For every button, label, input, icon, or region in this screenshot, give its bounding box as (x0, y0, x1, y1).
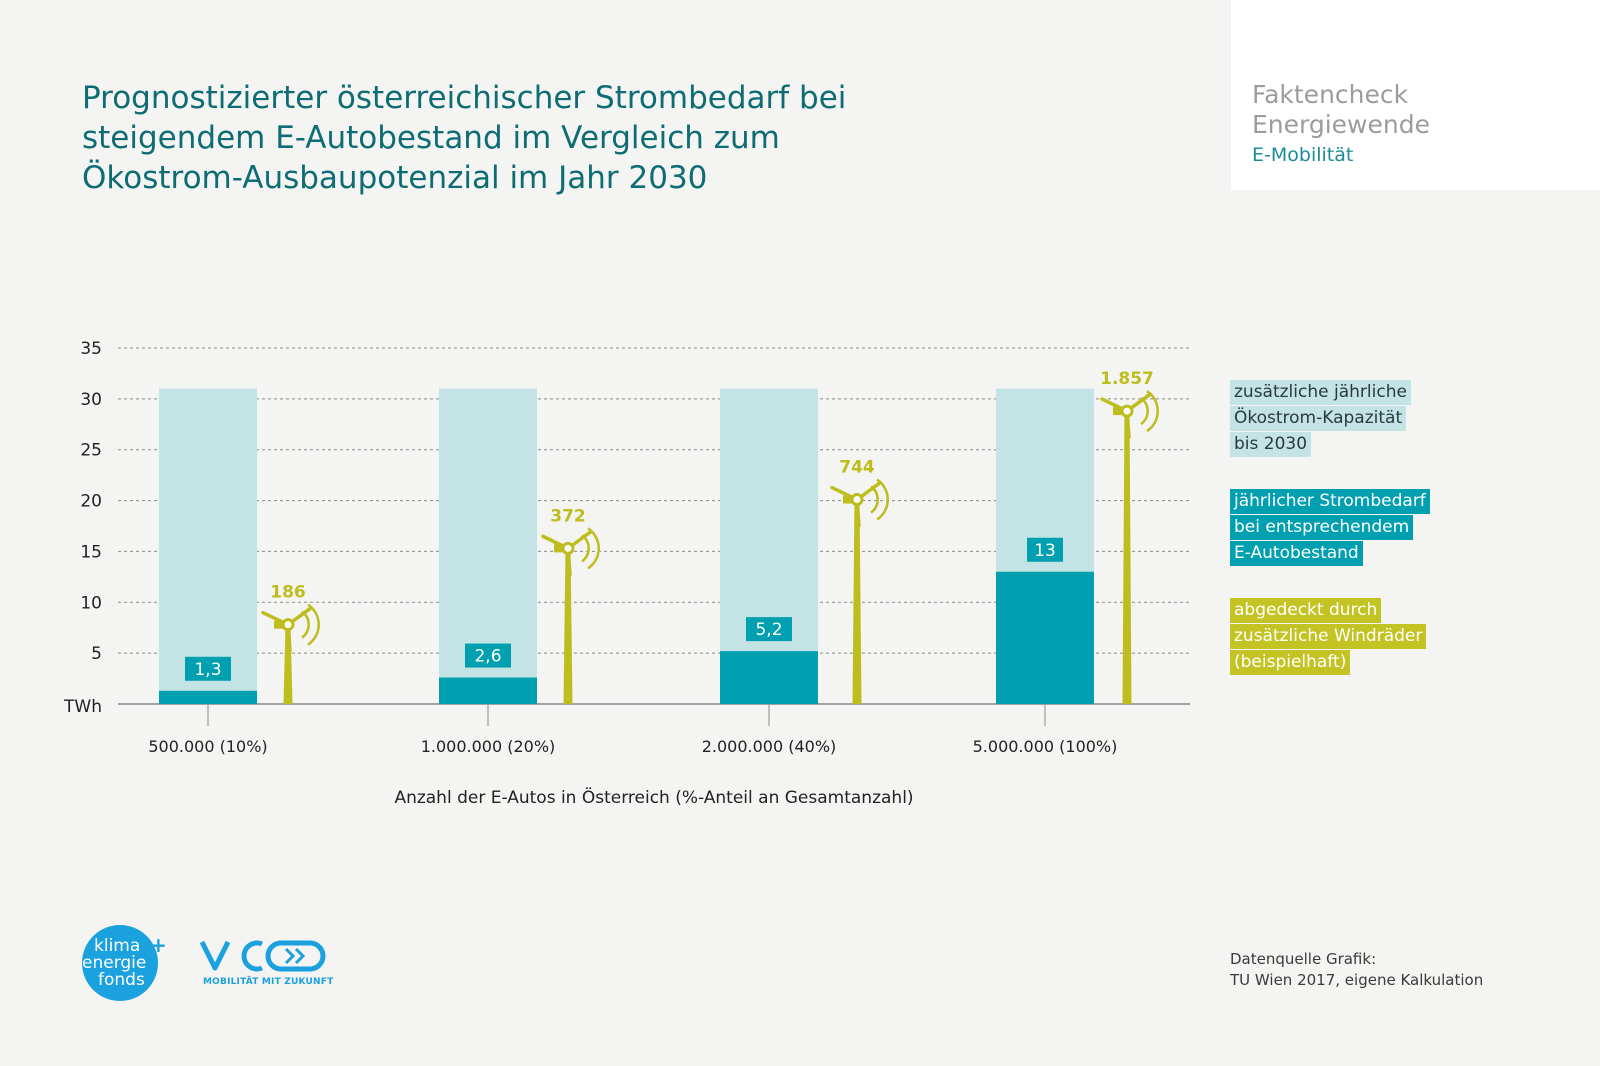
turbine-hub-4 (1120, 404, 1134, 418)
turbine-tower-2 (563, 548, 573, 704)
turbine-hub-1 (281, 618, 295, 632)
wind-count-label-3: 744 (839, 458, 875, 478)
title-line-1: Prognostizierter österreichischer Stromb… (82, 80, 847, 116)
wind-count-label-1: 186 (270, 583, 306, 603)
legend-demand-line-1: jährlicher Strombedarf (1230, 489, 1430, 514)
vcoe-logo (200, 940, 326, 972)
legend-demand: jährlicher Strombedarf bei entsprechende… (1230, 489, 1430, 567)
x-tick-label-1: 500.000 (10%) (148, 737, 267, 756)
y-tick-label-30: 30 (80, 390, 102, 410)
chart-title: Prognostizierter österreichischer Stromb… (82, 78, 902, 198)
wind-turbine-3 (830, 478, 889, 704)
series-badge-box (1231, 0, 1600, 190)
y-tick-label-25: 25 (80, 441, 102, 461)
y-tick-label-20: 20 (80, 492, 102, 512)
x-axis-title: Anzahl der E-Autos in Österreich (%-Ante… (394, 786, 913, 808)
data-source: Datenquelle Grafik: TU Wien 2017, eigene… (1230, 949, 1483, 991)
demand-value-label-4: 13 (1034, 541, 1056, 561)
turbine-hub-3 (850, 493, 864, 507)
turbine-wave-inner-1 (301, 610, 310, 639)
legend-wind-line-1: abgedeckt durch (1230, 598, 1382, 623)
x-tick-label-3: 2.000.000 (40%) (702, 737, 837, 756)
source-line-1: Datenquelle Grafik: (1230, 950, 1377, 968)
legend-wind-line-2: zusätzliche Windräder (1230, 624, 1427, 649)
vcoe-tagline: MOBILITÄT MIT ZUKUNFT (203, 977, 334, 987)
y-tick-label-10: 10 (80, 593, 102, 613)
turbine-wave-inner-2 (581, 534, 590, 563)
demand-label-bg-1 (185, 656, 231, 681)
legend-wind: abgedeckt durch zusätzliche Windräder (b… (1230, 598, 1427, 676)
turbine-nacelle-4 (1113, 407, 1125, 416)
logo-fonds-text: fonds (98, 970, 145, 990)
x-tick-label-4: 5.000.000 (100%) (973, 737, 1118, 756)
demand-bar-2 (439, 677, 537, 704)
title-line-3: Ökostrom-Ausbaupotenzial im Jahr 2030 (82, 160, 708, 196)
legend-capacity-line-1: zusätzliche jährliche (1230, 380, 1411, 405)
wind-count-label-4: 1.857 (1100, 369, 1154, 389)
demand-value-label-1: 1,3 (194, 660, 221, 680)
turbine-wave-inner-4 (1140, 397, 1149, 426)
turbine-wave-outer-4 (1146, 390, 1159, 433)
demand-value-label-3: 5,2 (755, 620, 782, 640)
wind-turbine-1 (261, 603, 320, 704)
turbine-nacelle-2 (554, 544, 566, 553)
demand-value-label-2: 2,6 (474, 647, 501, 667)
demand-bar-4 (996, 571, 1094, 704)
title-line-2: steigendem E-Autobestand im Vergleich zu… (82, 120, 780, 156)
logo-plus: + (150, 933, 167, 957)
wind-count-label-2: 372 (550, 506, 586, 526)
turbine-tower-3 (852, 499, 862, 704)
logo-energie-text: energie (82, 953, 147, 973)
turbine-tower-4 (1122, 411, 1132, 704)
turbine-wave-outer-3 (876, 478, 889, 521)
y-tick-label-5: 5 (91, 644, 102, 664)
wind-turbine-4 (1100, 390, 1159, 704)
legend-capacity-line-3: bis 2030 (1230, 432, 1312, 457)
legend-capacity: zusätzliche jährliche Ökostrom-Kapazität… (1230, 380, 1411, 458)
badge-line-2: Energiewende (1252, 110, 1430, 139)
turbine-wave-inner-3 (870, 485, 879, 514)
badge-line-1: Faktencheck (1252, 80, 1409, 109)
demand-bar-3 (720, 651, 818, 704)
klima-energie-fonds-logo: klima energie fonds (82, 925, 158, 1001)
legend-wind-line-3: (beispielhaft) (1230, 650, 1351, 675)
source-line-2: TU Wien 2017, eigene Kalkulation (1230, 971, 1484, 989)
badge-subtitle: E-Mobilität (1252, 144, 1354, 166)
legend-capacity-line-2: Ökostrom-Kapazität (1230, 406, 1407, 431)
turbine-wave-outer-2 (587, 527, 600, 570)
bar-chart: 35 30 25 20 15 10 5 TWh 1,3 186 2,6 372 5,2 744 13 1.8… (63, 339, 1190, 808)
demand-label-bg-3 (746, 617, 792, 642)
capacity-bar-1 (159, 388, 257, 704)
legend-demand-line-3: E-Autobestand (1230, 541, 1363, 566)
y-axis-unit-label: TWh (63, 697, 102, 717)
demand-bar-1 (159, 690, 257, 704)
turbine-nacelle-3 (843, 495, 855, 504)
wind-turbine-2 (541, 527, 600, 704)
turbine-wave-outer-1 (307, 603, 320, 646)
logo-klima-text: klima (94, 936, 141, 956)
y-tick-label-15: 15 (80, 542, 102, 562)
x-tick-label-2: 1.000.000 (20%) (421, 737, 556, 756)
demand-label-bg-2 (465, 643, 511, 668)
turbine-hub-2 (561, 541, 575, 555)
turbine-nacelle-1 (274, 620, 286, 629)
legend-demand-line-2: bei entsprechendem (1230, 515, 1414, 540)
y-tick-label-35: 35 (80, 339, 102, 359)
demand-label-bg-4 (1027, 537, 1063, 562)
